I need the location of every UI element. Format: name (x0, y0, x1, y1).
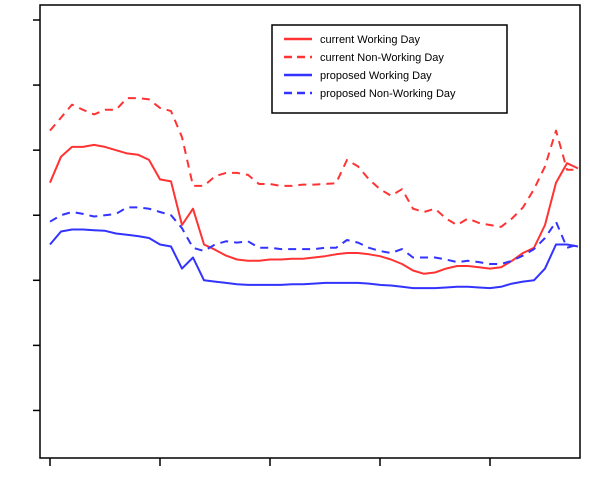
legend-label-2: proposed Working Day (320, 70, 432, 82)
chart-axes (33, 4, 581, 466)
series-line-3 (49, 206, 579, 265)
legend-label-3: proposed Non-Working Day (320, 88, 456, 100)
plot-frame (39, 4, 581, 459)
chart-series (49, 97, 579, 290)
legend-label-0: current Working Day (320, 34, 421, 46)
chart-legend: current Working Day current Non-Working D… (271, 24, 508, 114)
series-line-2 (49, 228, 579, 290)
legend-label-1: current Non-Working Day (320, 52, 444, 64)
series-line-1 (49, 97, 578, 228)
series-line-0 (49, 143, 579, 275)
